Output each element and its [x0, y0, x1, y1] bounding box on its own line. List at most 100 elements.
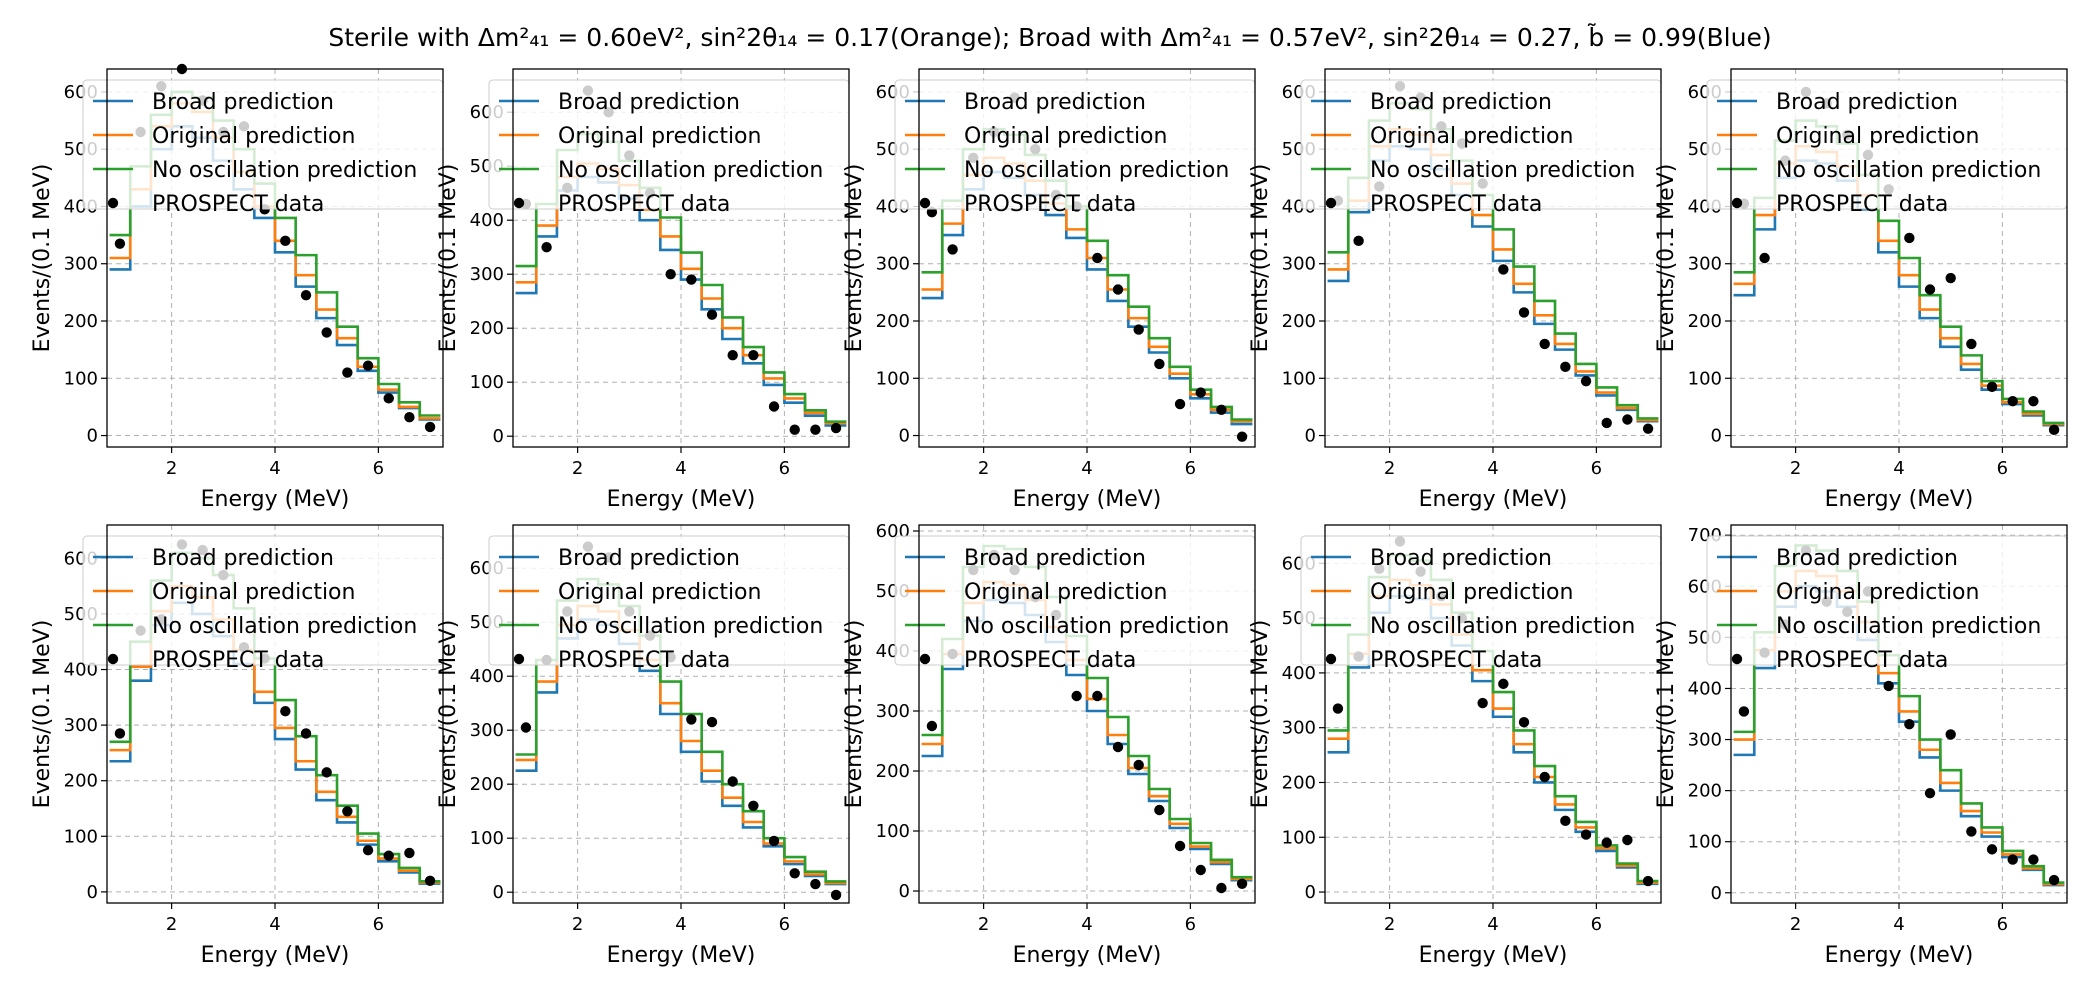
y-tick-label: 0: [493, 882, 504, 903]
legend-swatch: [1325, 653, 1337, 665]
y-tick-label: 200: [470, 774, 504, 795]
y-tick-label: 100: [876, 368, 910, 389]
x-axis-label: Energy (MeV): [1825, 487, 1974, 512]
x-tick-label: 6: [1185, 458, 1196, 479]
data-point: [1924, 787, 1936, 799]
legend-label: Broad prediction: [964, 546, 1146, 571]
data-point: [342, 806, 353, 817]
legend-label: Original prediction: [1370, 124, 1573, 149]
data-point: [947, 244, 958, 255]
data-point: [2028, 854, 2039, 865]
legend-label: Broad prediction: [1776, 546, 1958, 571]
data-point: [768, 401, 780, 412]
x-axis-label: Energy (MeV): [1013, 943, 1162, 968]
legend: Broad prediction Original prediction No os…: [82, 535, 444, 673]
legend-label: No oscillation prediction: [152, 614, 417, 639]
data-point: [1092, 252, 1103, 264]
legend-label: PROSPECT data: [964, 648, 1136, 673]
legend-label: Original prediction: [1776, 124, 1979, 149]
y-axis-label: Events/(0.1 MeV): [842, 164, 867, 353]
axes-frame: [1730, 524, 2068, 904]
data-point: [926, 720, 938, 732]
legend-label: No oscillation prediction: [1370, 158, 1635, 183]
data-point: [114, 238, 126, 249]
x-axis-label: Energy (MeV): [607, 487, 756, 512]
legend-label: Broad prediction: [152, 90, 334, 115]
axes-frame: [106, 68, 444, 448]
x-tick-label: 2: [572, 458, 583, 479]
legend-label: PROSPECT data: [152, 192, 324, 217]
x-tick-label: 6: [373, 458, 384, 479]
data-point: [404, 847, 415, 859]
y-tick-label: 0: [1711, 426, 1722, 447]
data-point: [1539, 338, 1550, 350]
data-point: [1904, 719, 1915, 730]
axes-frame: [512, 524, 850, 904]
data-point: [1195, 864, 1206, 876]
data-point: [1986, 381, 1998, 393]
x-tick-label: 2: [572, 914, 583, 935]
x-axis-label: Energy (MeV): [1013, 487, 1162, 512]
axes-frame: [512, 68, 850, 448]
x-tick-label: 6: [1591, 914, 1602, 935]
legend-label: PROSPECT data: [1370, 648, 1542, 673]
data-point: [1945, 272, 1956, 284]
data-point: [520, 722, 532, 733]
x-tick-label: 6: [1997, 458, 2008, 479]
legend-label: Broad prediction: [1370, 90, 1552, 115]
legend-label: PROSPECT data: [1370, 192, 1542, 217]
legend-label: Original prediction: [964, 124, 1167, 149]
legend-label: No oscillation prediction: [558, 158, 823, 183]
y-tick-label: 300: [64, 254, 98, 275]
legend-swatch: [919, 653, 931, 665]
data-point: [768, 835, 780, 847]
y-tick-label: 200: [1282, 772, 1316, 793]
data-point: [926, 206, 938, 218]
data-point: [280, 706, 291, 717]
y-tick-label: 300: [876, 701, 910, 722]
data-point: [1092, 690, 1103, 702]
x-tick-label: 6: [1997, 914, 2008, 935]
data-point: [362, 360, 374, 371]
x-tick-label: 2: [1790, 458, 1801, 479]
data-point: [342, 367, 353, 378]
x-tick-label: 4: [1081, 914, 1092, 935]
legend-swatch: [919, 197, 931, 209]
data-point: [1924, 284, 1936, 295]
data-point: [2007, 395, 2018, 407]
data-point: [362, 844, 374, 856]
legend-label: Original prediction: [152, 580, 355, 605]
data-point: [1353, 235, 1364, 247]
y-axis-label: Events/(0.1 MeV): [436, 164, 461, 353]
legend-label: Broad prediction: [1776, 90, 1958, 115]
data-point: [789, 868, 800, 879]
axes-frame: [918, 524, 1256, 904]
y-tick-label: 200: [876, 761, 910, 782]
legend: Broad prediction Original prediction No os…: [894, 535, 1256, 673]
y-tick-label: 200: [1688, 311, 1722, 332]
data-point: [727, 776, 738, 787]
legend-swatch: [1325, 197, 1337, 209]
legend: Broad prediction Original prediction No os…: [1300, 535, 1662, 673]
x-tick-label: 2: [1384, 458, 1395, 479]
data-point: [1904, 232, 1915, 244]
legend-swatch: [1731, 653, 1743, 665]
y-tick-label: 0: [87, 426, 98, 447]
y-tick-label: 400: [470, 210, 504, 231]
legend-label: Broad prediction: [558, 90, 740, 115]
legend: Broad prediction Original prediction No os…: [1706, 79, 2068, 217]
x-axis-label: Energy (MeV): [201, 943, 350, 968]
data-point: [1601, 417, 1612, 429]
x-tick-label: 4: [1487, 914, 1498, 935]
data-point: [1560, 815, 1571, 827]
x-axis-label: Energy (MeV): [1825, 943, 1974, 968]
data-point: [1642, 875, 1654, 887]
legend-label: Original prediction: [152, 124, 355, 149]
y-tick-label: 200: [1688, 781, 1722, 802]
data-point: [383, 850, 394, 861]
data-point: [1216, 882, 1227, 894]
